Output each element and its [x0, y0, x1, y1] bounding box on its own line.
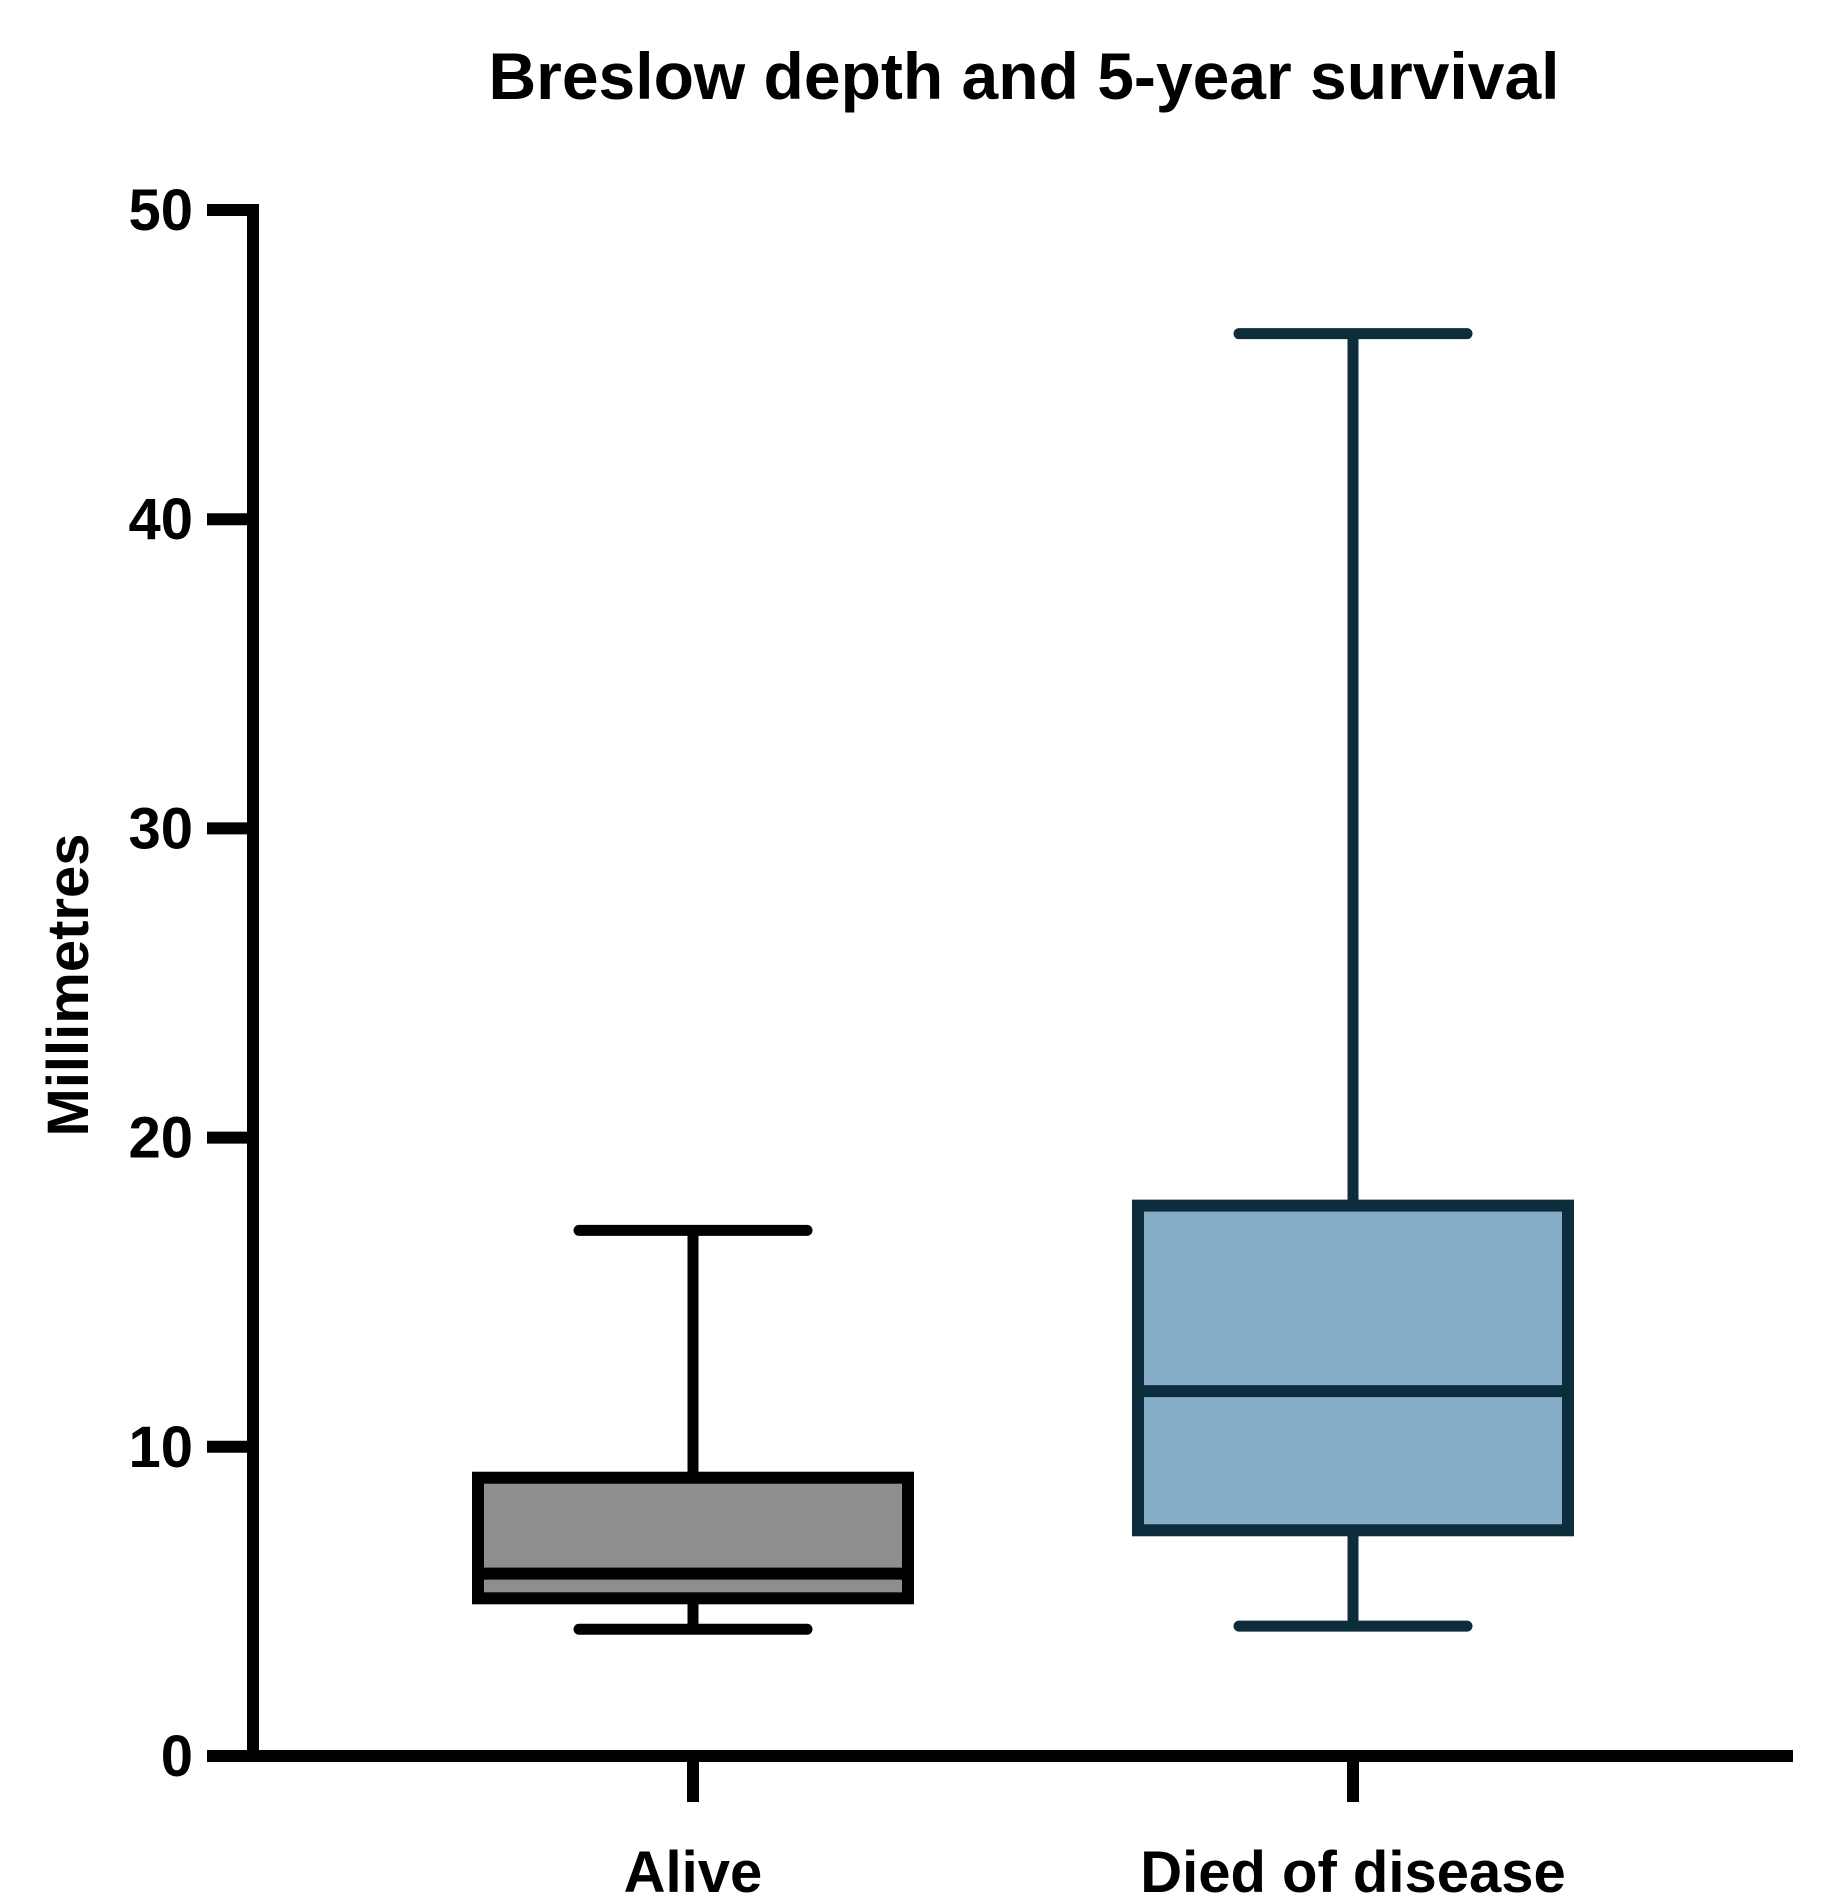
y-axis-label: Millimetres	[36, 834, 101, 1137]
y-tick-label-30: 30	[128, 796, 193, 861]
axes-layer	[247, 204, 1793, 1762]
x-tick-label-died-of-disease: Died of disease	[1140, 1840, 1565, 1902]
box-group-died-of-disease	[1132, 328, 1574, 1632]
y-tick-label-10: 10	[128, 1415, 193, 1480]
x-tick-label-alive: Alive	[624, 1840, 763, 1902]
y-tick-label-20: 20	[128, 1106, 193, 1171]
y-tick-label-50: 50	[128, 178, 193, 243]
iqr-box-alive	[472, 1471, 914, 1605]
y-tick-label-0: 0	[161, 1724, 193, 1789]
iqr-box-died-of-disease	[1132, 1199, 1574, 1537]
boxes-layer	[472, 328, 1574, 1635]
ticks-layer: 0 10 20 30 40 50 Alive Died of disease	[128, 178, 1565, 1902]
box-group-alive	[472, 1224, 914, 1635]
chart-title: Breslow depth and 5-year survival	[488, 39, 1559, 113]
y-tick-label-40: 40	[128, 487, 193, 552]
